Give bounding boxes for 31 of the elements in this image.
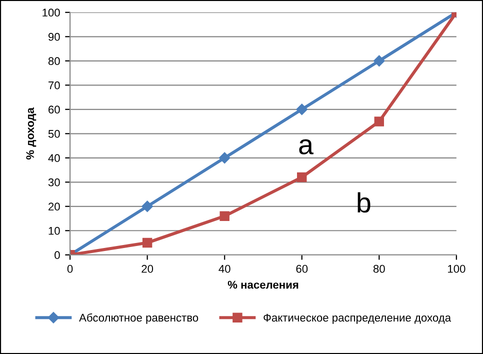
point [142, 238, 152, 248]
point [297, 172, 307, 182]
point [296, 104, 308, 115]
point [142, 200, 153, 212]
y-tick-label: 70 [48, 81, 60, 90]
x-tick-label: 20 [142, 264, 154, 273]
y-tick-label: 90 [48, 32, 60, 41]
y-tick-label: 20 [48, 202, 60, 211]
legend-label: Абсолютное равенство [79, 313, 198, 324]
y-tick-label: 40 [48, 154, 60, 162]
y-tick-label: 0 [54, 251, 60, 260]
point [220, 211, 230, 221]
point [374, 116, 384, 126]
x-tick-label: 100 [448, 264, 466, 273]
x-axis-title: % населения [228, 280, 298, 289]
y-tick-label: 50 [48, 130, 60, 138]
legend-label: Фактическое распределение дохода [264, 314, 452, 324]
x-tick-label: 40 [218, 264, 230, 273]
y-tick-label: 10 [48, 226, 60, 235]
annotation: b [358, 192, 370, 213]
y-tick-label: 60 [48, 106, 60, 114]
annotation: a [299, 139, 314, 154]
x-tick-label: 60 [296, 264, 308, 273]
point [218, 152, 230, 164]
y-tick-label: 30 [48, 178, 60, 186]
x-tick-label: 80 [373, 264, 385, 273]
point [374, 55, 385, 66]
y-tick-label: 100 [42, 8, 60, 17]
x-tick-label: 0 [67, 264, 73, 273]
y-axis-title: % дохода [26, 107, 36, 160]
y-tick-label: 80 [48, 57, 60, 66]
